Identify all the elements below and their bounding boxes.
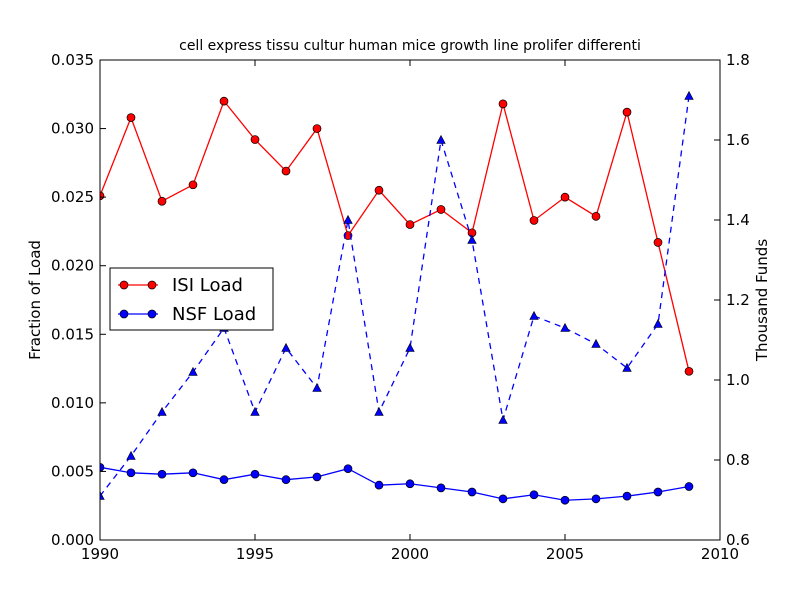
legend-marker <box>147 280 157 290</box>
chart-title: cell express tissu cultur human mice gro… <box>179 38 641 54</box>
series-2-point <box>591 494 601 504</box>
series-3-point <box>250 406 260 416</box>
y2-tick-label: 0.6 <box>726 531 750 549</box>
legend: ISI Load NSF Load <box>109 267 274 331</box>
series-2-point <box>653 487 663 497</box>
y-tick-label: 0.030 <box>51 120 94 138</box>
x-tick-label: 1990 <box>81 545 119 563</box>
series-2-point <box>188 468 198 478</box>
series-3-point <box>653 318 663 328</box>
y-tick-label: 0.015 <box>51 325 94 343</box>
series-2-point <box>498 494 508 504</box>
series-2 <box>100 462 694 505</box>
series-3-point <box>436 134 446 144</box>
series-2-point <box>312 472 322 482</box>
series-3-point <box>498 414 508 424</box>
series-3-point <box>529 310 539 320</box>
series-3-point <box>405 342 415 352</box>
x-tick-label: 1995 <box>236 545 274 563</box>
series-2-point <box>126 468 136 478</box>
series-2-point <box>529 490 539 500</box>
x-tick-label: 2010 <box>701 545 739 563</box>
series-2-point <box>281 475 291 485</box>
series-3-point <box>281 342 291 352</box>
y2-tick-label: 1.2 <box>726 291 750 309</box>
series-3-point <box>157 406 167 416</box>
series-1-point <box>219 96 229 106</box>
series-3-point <box>622 362 632 372</box>
series-1-point <box>591 211 601 221</box>
series-2-point <box>405 479 415 489</box>
series-3-point <box>126 450 136 460</box>
series-2-point <box>467 487 477 497</box>
series-1-point <box>126 113 136 122</box>
series-2-point <box>100 462 105 472</box>
series-1-point <box>653 238 663 247</box>
y2-tick-label: 1.8 <box>726 51 750 69</box>
legend-box <box>109 267 274 331</box>
series-1-point <box>405 220 415 229</box>
series-3-point <box>100 490 105 500</box>
series-1-point <box>312 124 322 133</box>
series-3-point <box>343 214 353 224</box>
series-1-point <box>560 192 570 202</box>
series-2-point <box>436 483 446 493</box>
legend-marker <box>119 280 129 290</box>
series-1-point <box>157 196 167 206</box>
series-1-point <box>498 99 508 109</box>
series-3-point <box>684 90 694 100</box>
series-1 <box>100 96 694 376</box>
legend-marker <box>147 309 157 319</box>
y-tick-label: 0.010 <box>51 394 94 412</box>
series-2-point <box>374 480 384 490</box>
y2-axis-label: Thousand Funds <box>753 239 771 362</box>
series-3-point <box>374 406 384 416</box>
series-2-point <box>343 464 353 474</box>
series-2-point <box>157 469 167 479</box>
y2-tick-label: 1.4 <box>726 211 750 229</box>
plot-area <box>100 90 694 505</box>
series-1-point <box>436 205 446 214</box>
series-1-point <box>188 180 198 190</box>
series-1-point <box>374 185 384 195</box>
y2-tick-label: 0.8 <box>726 451 750 469</box>
series-2-point <box>219 475 229 485</box>
series-2-line <box>100 466 690 501</box>
series-1-point <box>281 166 291 176</box>
y-tick-label: 0.025 <box>51 188 94 206</box>
legend-label: ISI Load <box>172 275 243 296</box>
series-3-point <box>467 234 477 244</box>
series-2-point <box>560 495 570 505</box>
legend-label: NSF Load <box>172 304 256 325</box>
y2-tick-label: 1.6 <box>726 131 750 149</box>
y-tick-label: 0.035 <box>51 51 94 69</box>
x-tick-label: 2005 <box>546 545 584 563</box>
y2-tick-label: 1.0 <box>726 371 750 389</box>
series-1-point <box>684 366 694 376</box>
x-tick-label: 2000 <box>391 545 429 563</box>
series-3-point <box>560 322 570 332</box>
series-1-point <box>529 216 539 225</box>
series-1-point <box>250 135 260 144</box>
series-1-point <box>622 107 632 117</box>
series-1-line <box>100 99 690 372</box>
series-3-point <box>591 338 601 348</box>
series-2-point <box>684 482 694 491</box>
y-tick-label: 0.020 <box>51 257 94 275</box>
y-axis-label: Fraction of Load <box>26 240 44 360</box>
series-3 <box>100 90 694 500</box>
legend-marker <box>119 309 129 319</box>
series-2-point <box>622 491 632 501</box>
series-2-point <box>250 469 260 479</box>
axis-ticks: 1990 1995 2000 2005 2010 0.000 0.005 0.010 0.015… <box>51 51 750 563</box>
y-tick-label: 0.000 <box>51 531 94 549</box>
series-3-point <box>188 366 198 376</box>
y-tick-label: 0.005 <box>51 462 94 480</box>
series-3-point <box>312 382 322 392</box>
series-1-point <box>100 191 105 201</box>
